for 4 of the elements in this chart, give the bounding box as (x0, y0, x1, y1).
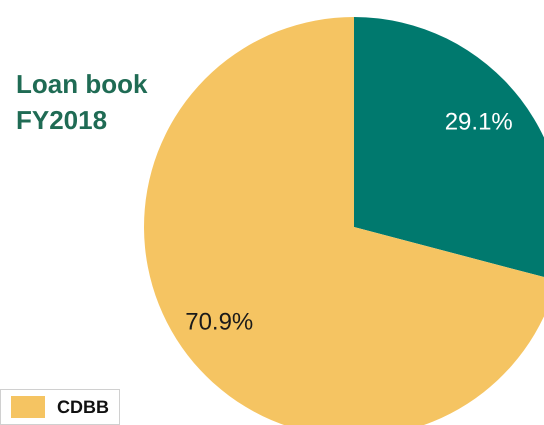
legend-label: CDBB (57, 396, 109, 418)
text: Loan book FY2018 (16, 68, 148, 137)
data-label: 70.9% (185, 308, 254, 336)
data-label: 29.1% (444, 108, 513, 136)
